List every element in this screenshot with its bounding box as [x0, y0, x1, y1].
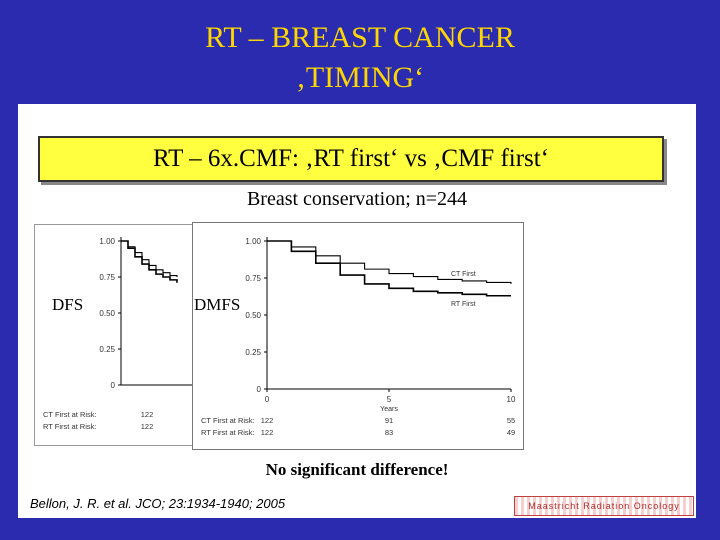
y-tick-label: 0.50: [99, 309, 115, 318]
y-tick-label: 0: [111, 381, 116, 390]
dmfs-chart: 1.00 0.75 0.50 0.25 00 5 10 Years CT First RT Fir…: [201, 237, 516, 437]
x-tick-label: 5: [387, 395, 392, 404]
x-tick-label: 10: [507, 395, 516, 404]
title-line-2: ‚TIMING‘: [295, 61, 425, 94]
dfs-label: DFS: [52, 295, 84, 314]
x-axis-label: Years: [380, 406, 398, 413]
km-curve-ct-first: [267, 240, 512, 284]
conclusion-text: No significant difference!: [265, 460, 449, 479]
at-risk-row-label: RT First at Risk:: [201, 428, 254, 437]
at-risk-value: 55: [507, 416, 515, 425]
series-label: CT First: [451, 271, 476, 278]
dfs-chart: 1.00 0.75 0.50 0.25 0 CT First at Risk: 122 RT …: [43, 237, 261, 431]
at-risk-value: 122: [261, 416, 274, 425]
citation: Bellon, J. R. et al. JCO; 23:1934-1940; …: [30, 496, 286, 511]
institution-logo: Maastricht Radiation Oncology: [514, 496, 694, 516]
subtitle-box: RT – 6x.CMF: ‚RT first‘ vs ‚CMF first‘: [38, 136, 664, 182]
series-label: RT First: [451, 301, 476, 308]
y-tick-label: 1.00: [245, 237, 261, 246]
y-tick-label: 0: [257, 385, 262, 394]
at-risk-value: 122: [141, 422, 154, 431]
km-curve-ct-first: [121, 240, 178, 277]
y-tick-label: 0.25: [99, 345, 115, 354]
at-risk-row-label: CT First at Risk:: [43, 410, 97, 419]
y-tick-label: 0.25: [245, 348, 261, 357]
dmfs-panel: 1.00 0.75 0.50 0.25 0 0 5 10 Years CT First RT Fir…: [192, 222, 524, 450]
chart-caption: Breast conservation; n=244: [246, 188, 468, 210]
title-line-1: RT – BREAST CANCER: [205, 21, 515, 54]
dmfs-label: DMFS: [194, 295, 241, 315]
at-risk-row-label: CT First at Risk:: [201, 416, 255, 425]
at-risk-value: 91: [385, 416, 393, 425]
km-curve-rt-first: [267, 240, 511, 297]
at-risk-value: 49: [507, 428, 515, 437]
y-tick-label: 0.50: [245, 311, 261, 320]
y-tick-label: 1.00: [99, 237, 115, 246]
y-tick-label: 0.75: [99, 273, 115, 282]
at-risk-value: 122: [141, 410, 154, 419]
y-tick-label: 0.75: [245, 274, 261, 283]
content-area: RT – 6x.CMF: ‚RT first‘ vs ‚CMF first‘ B…: [18, 104, 696, 518]
at-risk-row-label: RT First at Risk:: [43, 422, 96, 431]
at-risk-value: 122: [261, 428, 274, 437]
at-risk-value: 83: [385, 428, 393, 437]
km-curve-rt-first: [121, 240, 178, 283]
x-tick-label: 0: [265, 395, 270, 404]
slide-title: RT – BREAST CANCER ‚TIMING‘: [0, 18, 720, 98]
